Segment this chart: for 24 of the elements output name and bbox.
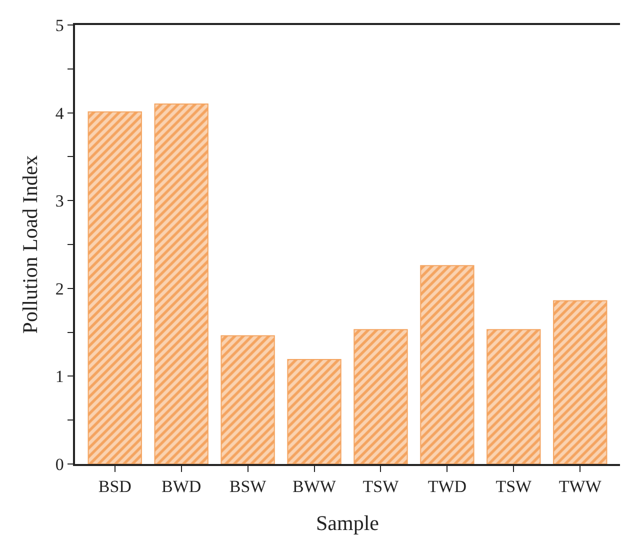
x-tick-label: TSW [362, 477, 400, 496]
bar [420, 265, 474, 464]
x-tick-label: BWD [162, 477, 202, 496]
x-tick-label: TSW [496, 477, 533, 496]
x-tick-label: TWD [428, 477, 467, 496]
y-tick-label: 0 [55, 454, 64, 474]
x-tick-label: BSD [98, 477, 132, 496]
bar [220, 335, 275, 464]
bar [88, 111, 142, 464]
y-tick-label: 2 [55, 279, 64, 298]
x-axis-title: Sample [316, 510, 379, 535]
x-tick-label: BWW [292, 477, 337, 496]
bar [553, 300, 608, 464]
y-axis-title: Pollution Load Index [18, 154, 42, 334]
x-tick-label: BSW [229, 477, 268, 496]
bar [486, 329, 541, 464]
y-tick-label: 1 [55, 367, 64, 386]
y-tick-label: 5 [55, 16, 64, 35]
bar [287, 359, 342, 464]
x-tick-label: TWW [558, 477, 602, 496]
y-tick-label: 4 [55, 104, 64, 123]
bar [154, 104, 208, 464]
y-tick-label: 3 [55, 192, 64, 211]
bar [354, 329, 408, 464]
